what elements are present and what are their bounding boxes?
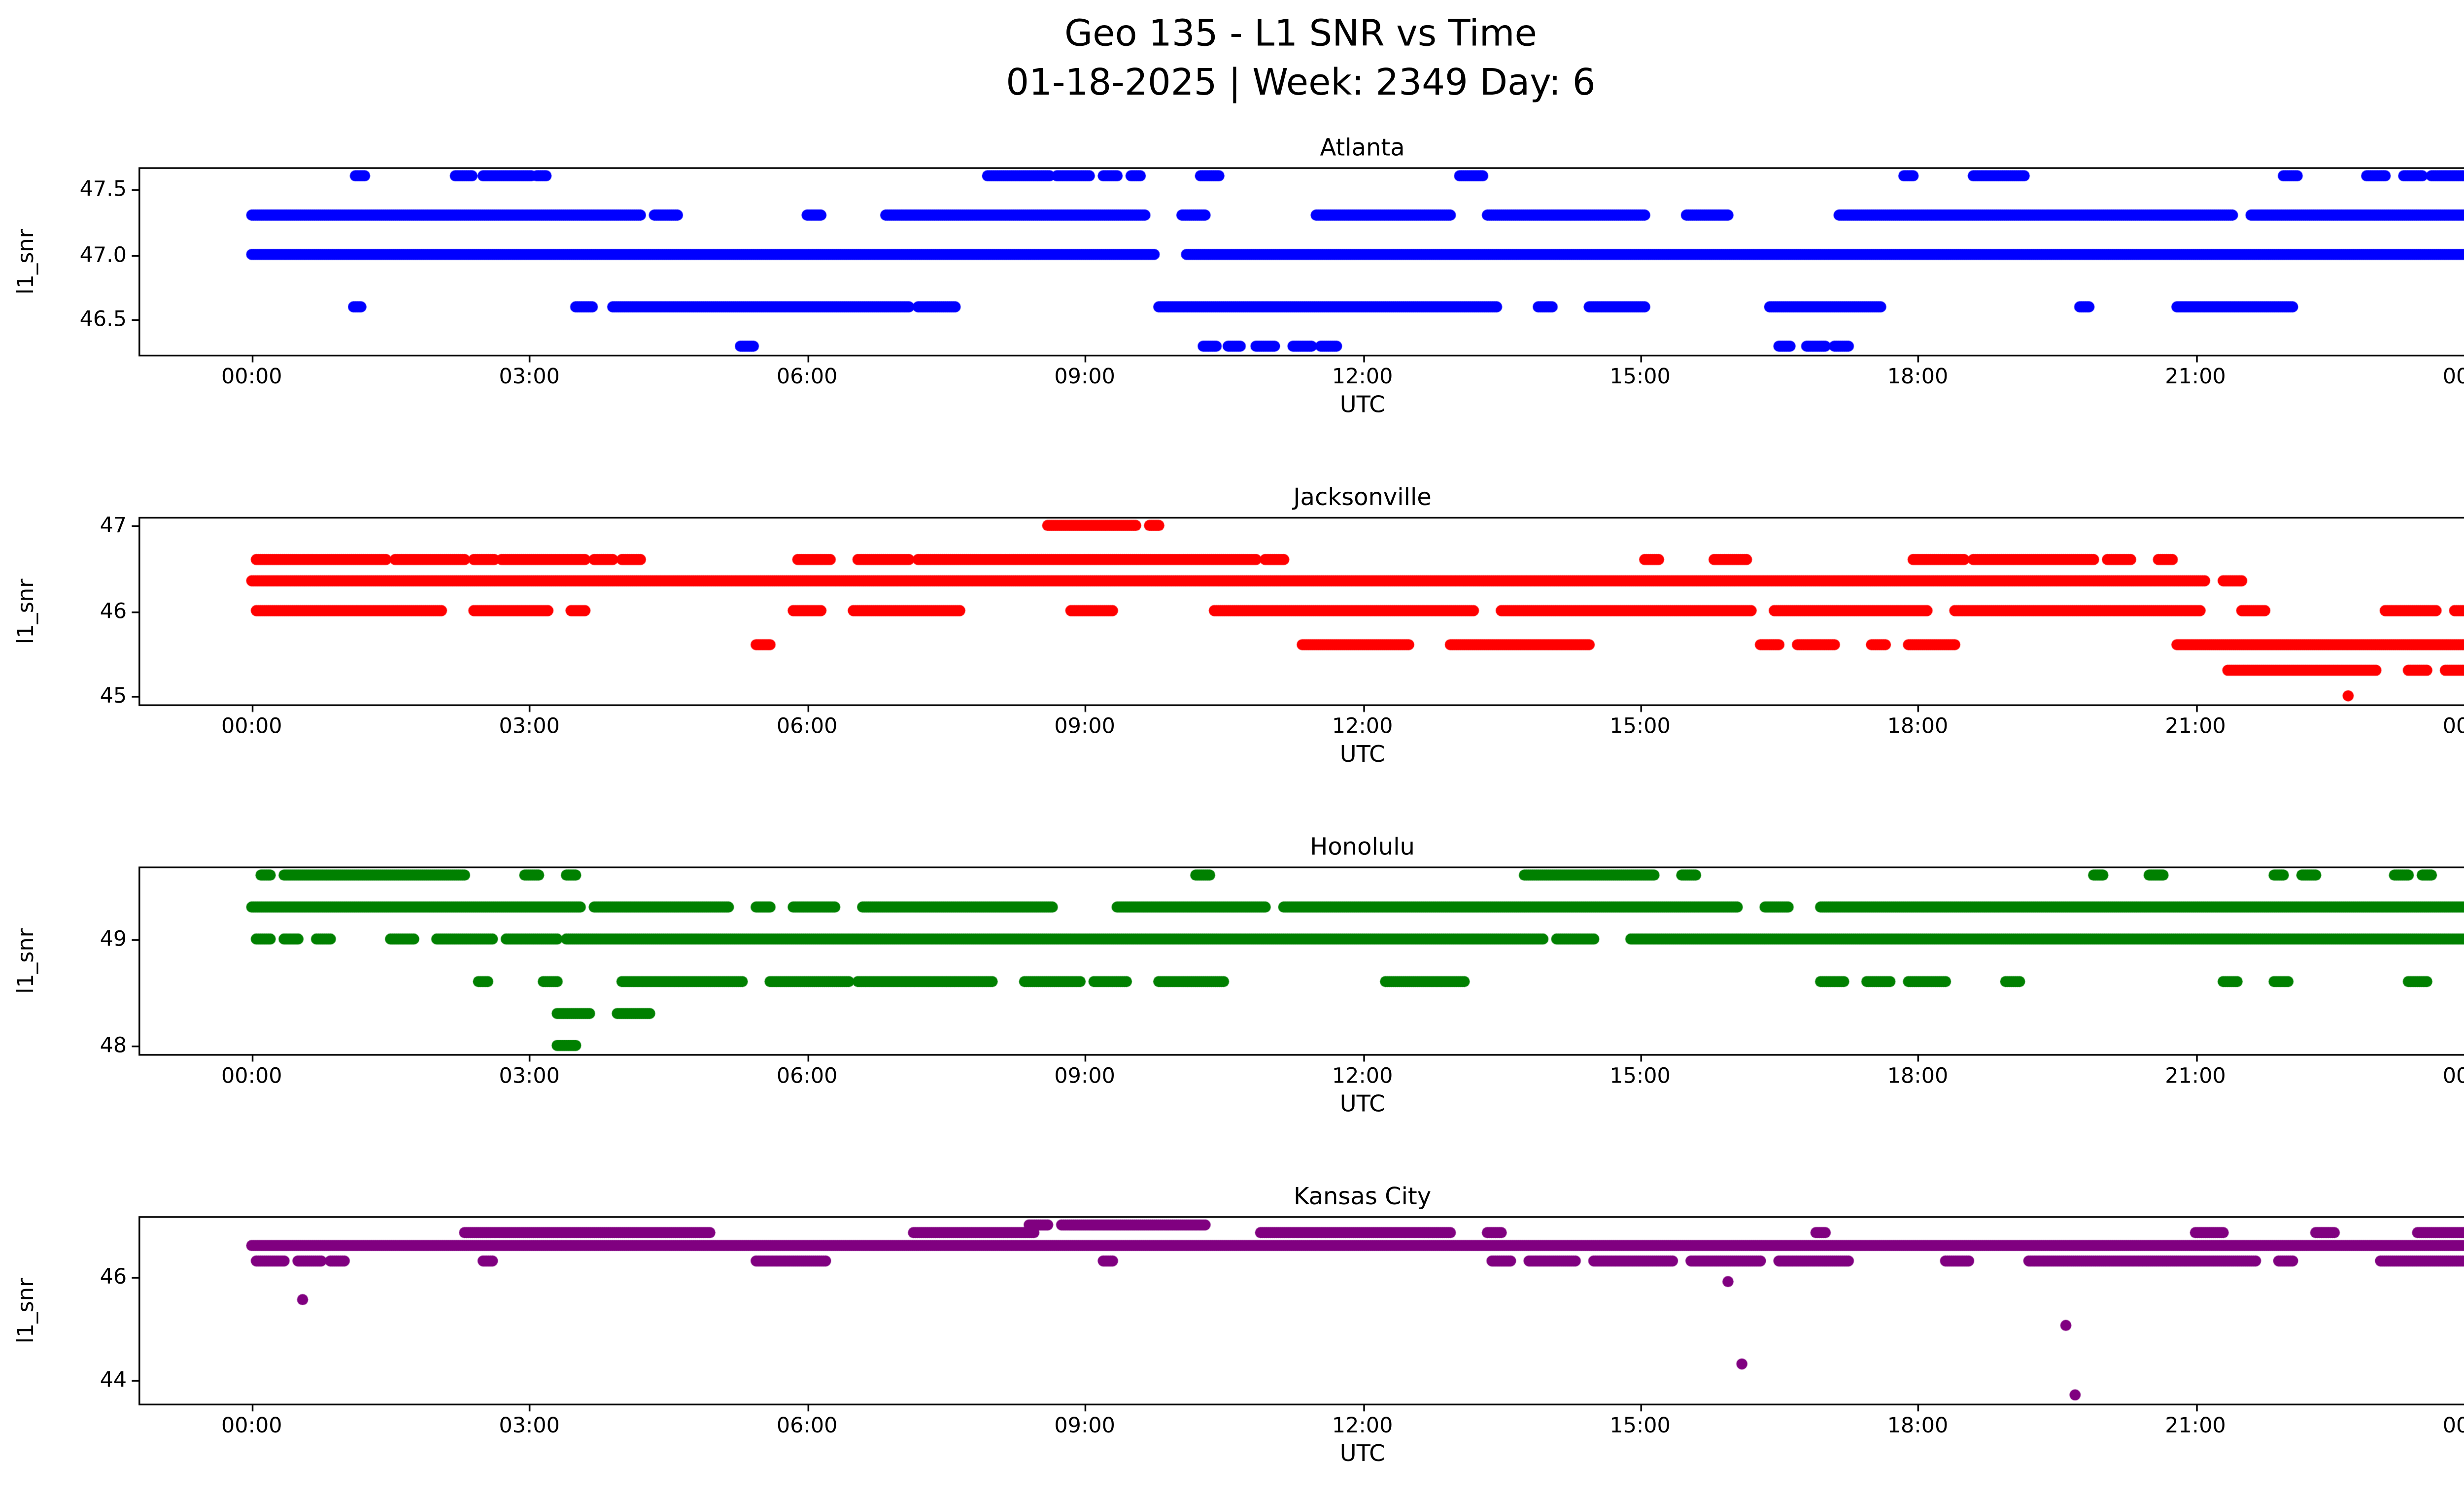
x-tick-label: 06:00: [776, 1412, 838, 1438]
x-tick-label: 12:00: [1332, 1412, 1393, 1438]
x-tick-label: 15:00: [1609, 1412, 1671, 1438]
x-tick-label: 09:00: [1054, 1412, 1115, 1438]
x-tick-label: 18:00: [1887, 1412, 1949, 1438]
scatter-plot-atlanta: [0, 153, 2464, 369]
x-tick-label: 00:00: [2442, 1062, 2464, 1088]
x-tick-label: 15:00: [1609, 1062, 1671, 1088]
x-tick-label: 09:00: [1054, 363, 1115, 389]
x-tick-label: 00:00: [221, 363, 282, 389]
x-tick-label: 00:00: [2442, 1412, 2464, 1438]
y-tick-label: 47: [100, 511, 127, 538]
x-tick-label: 00:00: [221, 1412, 282, 1438]
x-tick-label: 09:00: [1054, 713, 1115, 738]
x-tick-label: 00:00: [221, 713, 282, 738]
x-tick-label: 21:00: [2165, 1412, 2226, 1438]
x-tick-label: 18:00: [1887, 713, 1949, 738]
y-tick-label: 49: [100, 925, 127, 951]
x-tick-label: 03:00: [499, 1062, 560, 1088]
x-tick-label: 09:00: [1054, 1062, 1115, 1088]
x-tick-label: 12:00: [1332, 363, 1393, 389]
x-tick-label: 06:00: [776, 363, 838, 389]
scatter-plot-jacksonville: [0, 503, 2464, 718]
x-tick-label: 06:00: [776, 1062, 838, 1088]
x-axis-label-kansas-city: UTC: [1339, 1440, 1385, 1468]
y-tick-label: 45: [100, 682, 127, 708]
x-axis-label-honolulu: UTC: [1339, 1091, 1385, 1119]
figure-title-line1: Geo 135 - L1 SNR vs Time: [1064, 13, 1537, 56]
figure-title-line2: 01-18-2025 | Week: 2349 Day: 6: [1006, 62, 1596, 105]
y-tick-label: 46.5: [79, 306, 127, 332]
x-tick-label: 18:00: [1887, 1062, 1949, 1088]
x-tick-label: 15:00: [1609, 363, 1671, 389]
x-tick-label: 00:00: [2442, 363, 2464, 389]
x-tick-label: 21:00: [2165, 363, 2226, 389]
scatter-plot-kansas-city: [0, 1202, 2464, 1418]
x-tick-label: 12:00: [1332, 713, 1393, 738]
scatter-plot-honolulu: [0, 853, 2464, 1068]
x-tick-label: 03:00: [499, 1412, 560, 1438]
y-tick-label: 47.5: [79, 175, 127, 201]
y-tick-label: 48: [100, 1032, 127, 1057]
x-tick-label: 18:00: [1887, 363, 1949, 389]
y-tick-label: 46: [100, 597, 127, 623]
x-axis-label-jacksonville: UTC: [1339, 741, 1385, 769]
y-tick-label: 46: [100, 1262, 127, 1289]
figure-title: Geo 135 - L1 SNR vs Time 01-18-2025 | We…: [0, 10, 2464, 108]
x-tick-label: 06:00: [776, 713, 838, 738]
x-tick-label: 15:00: [1609, 713, 1671, 738]
x-tick-label: 21:00: [2165, 713, 2226, 738]
x-axis-label-atlanta: UTC: [1339, 392, 1385, 419]
x-tick-label: 03:00: [499, 363, 560, 389]
y-tick-label: 44: [100, 1365, 127, 1392]
x-tick-label: 00:00: [221, 1062, 282, 1088]
x-tick-label: 21:00: [2165, 1062, 2226, 1088]
y-tick-label: 47.0: [79, 240, 127, 267]
x-tick-label: 00:00: [2442, 713, 2464, 738]
x-tick-label: 12:00: [1332, 1062, 1393, 1088]
x-tick-label: 03:00: [499, 713, 560, 738]
